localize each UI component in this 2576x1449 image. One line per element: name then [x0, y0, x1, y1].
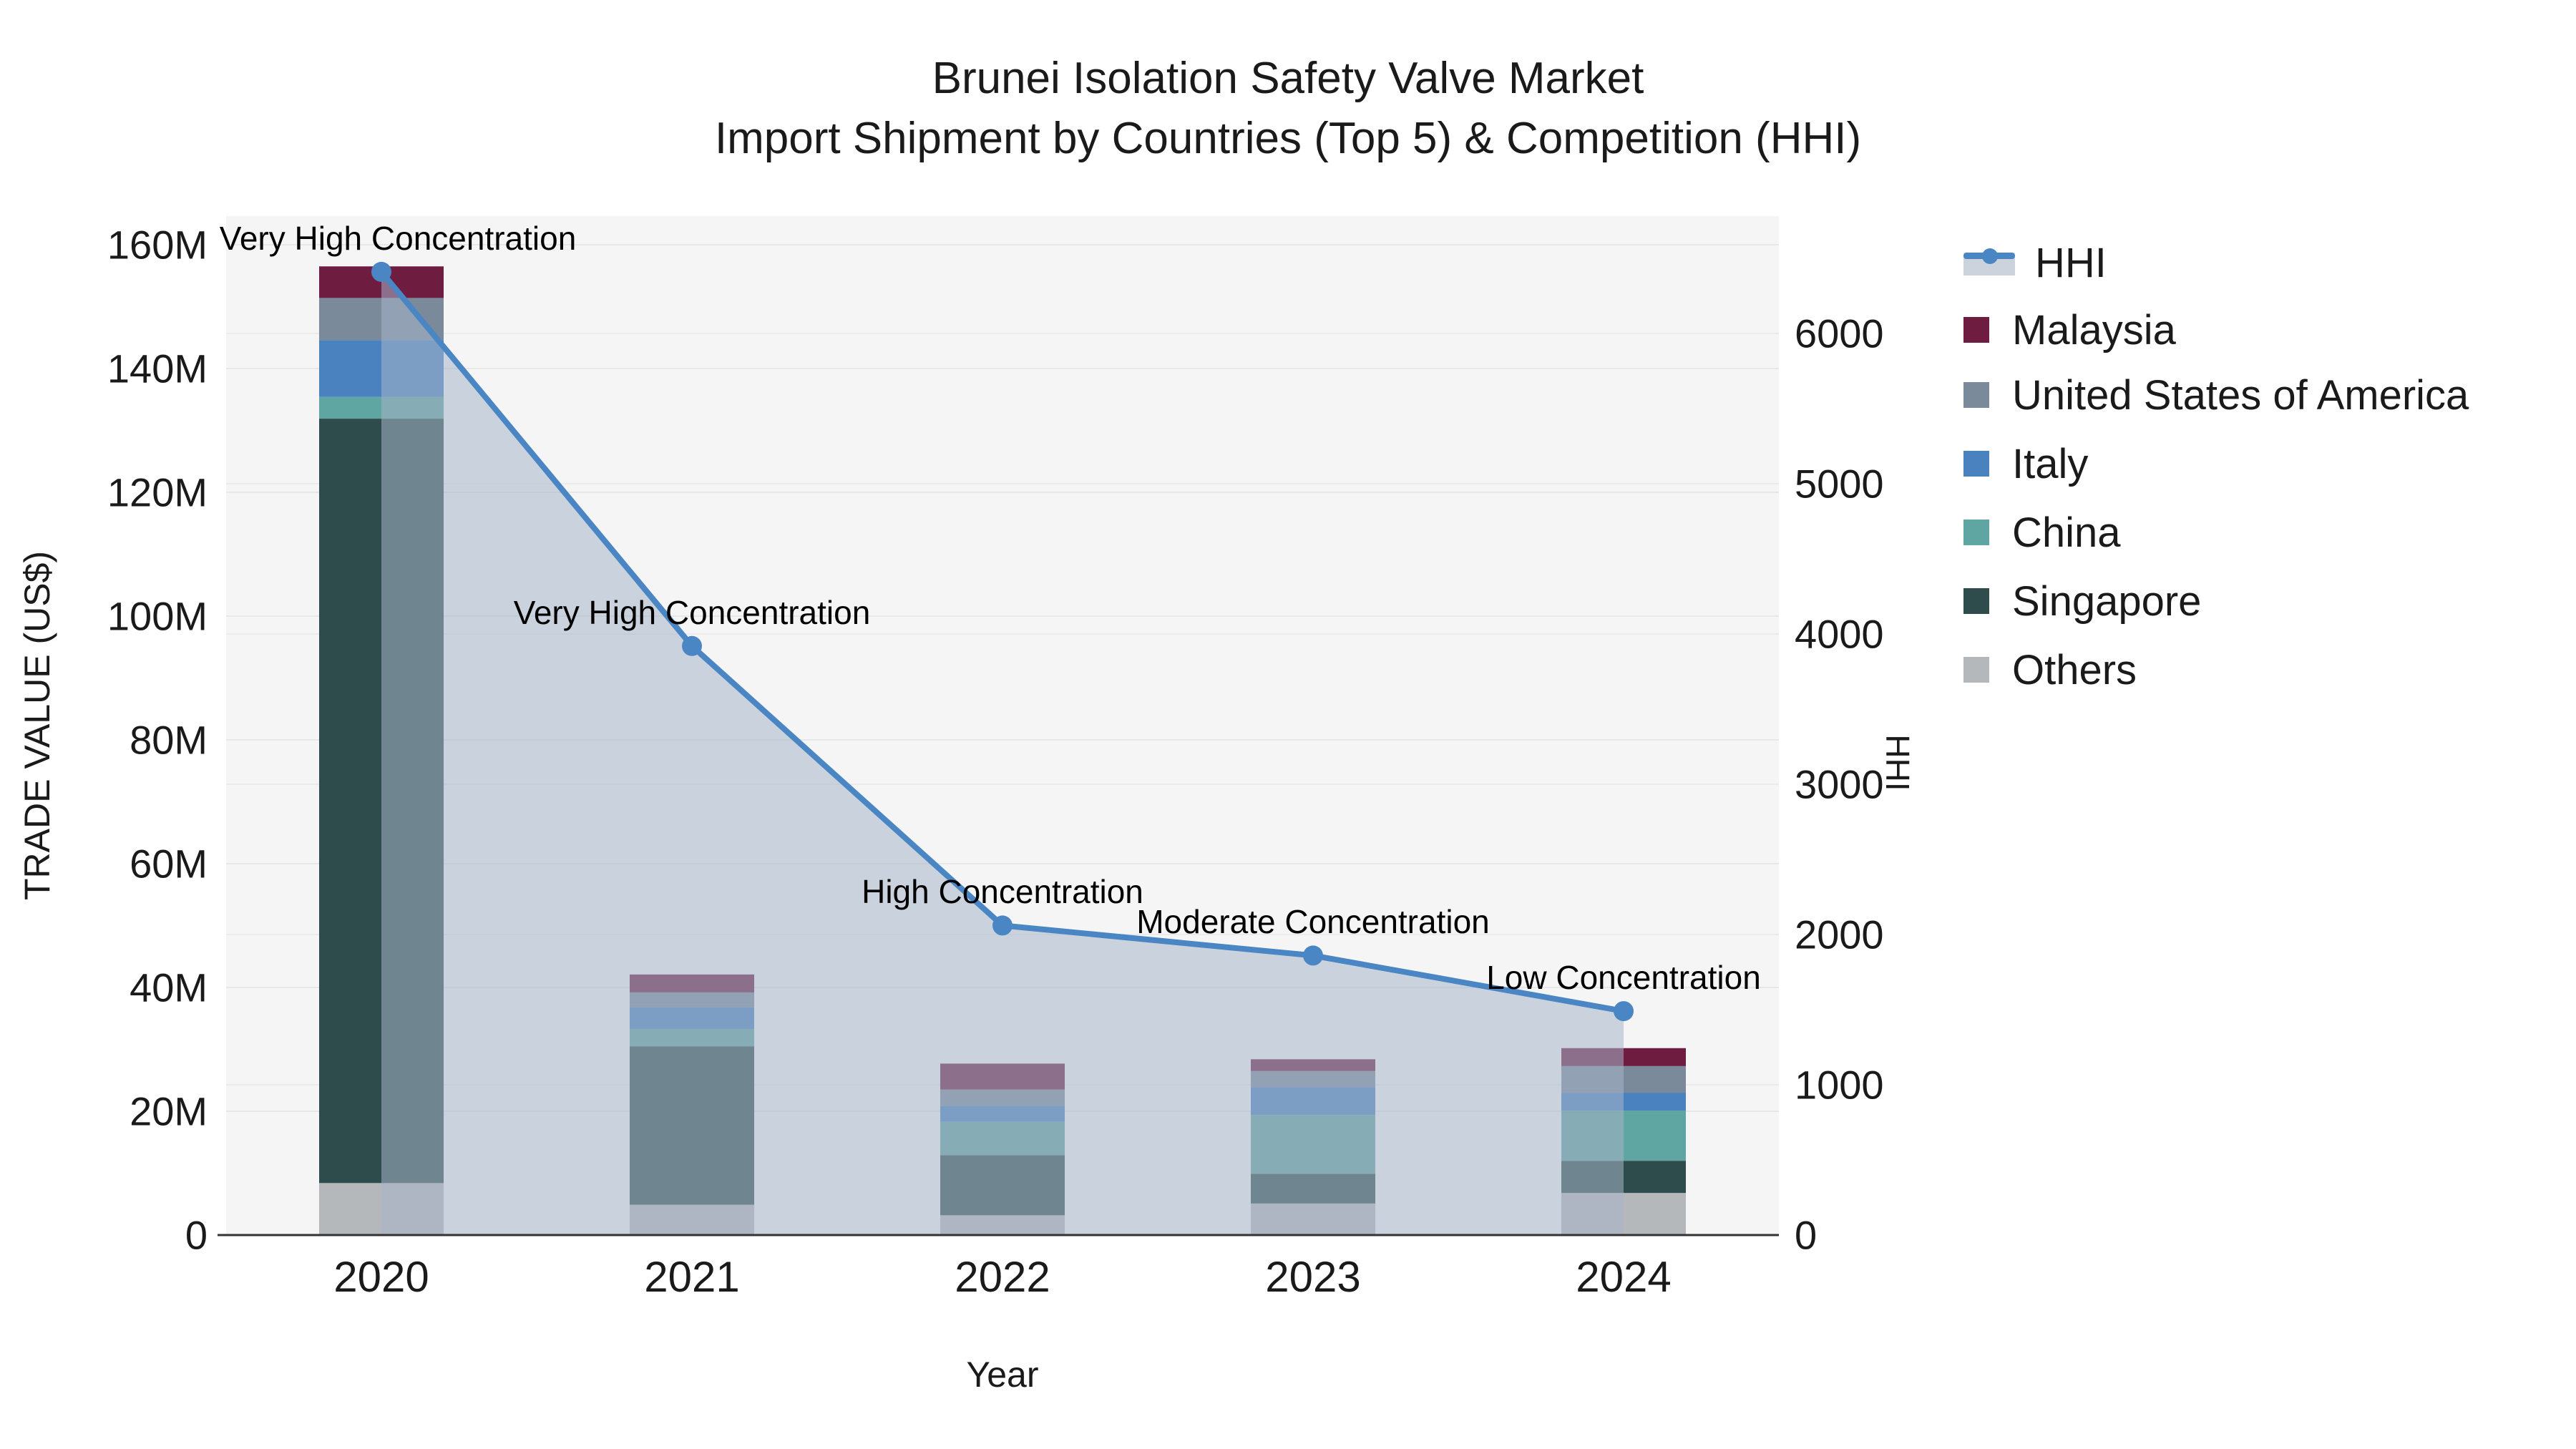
y-left-tick-label: 40M — [130, 965, 208, 1010]
y-left-tick-label: 20M — [130, 1088, 208, 1134]
legend-item-china[interactable]: China — [1963, 509, 2121, 556]
legend-swatch-icon — [1963, 588, 1989, 614]
x-tick-label: 2021 — [644, 1253, 740, 1301]
hhi-marker — [1614, 1001, 1634, 1022]
legend-label: Italy — [2012, 440, 2089, 487]
hhi-marker — [682, 635, 702, 656]
legend-swatch-icon — [1963, 519, 1989, 545]
hhi-annotation: Very High Concentration — [513, 593, 871, 631]
hhi-marker — [1303, 945, 1323, 966]
x-tick-label: 2022 — [955, 1253, 1050, 1301]
legend-swatch-icon — [1963, 317, 1989, 343]
y-right-tick-label: 5000 — [1795, 461, 1884, 507]
y-left-tick-label: 160M — [107, 222, 208, 268]
y-axis-left-title: TRADE VALUE (US$) — [17, 550, 57, 901]
hhi-annotation: High Concentration — [862, 873, 1143, 911]
y-right-tick-label: 0 — [1795, 1212, 1818, 1258]
hhi-annotation: Moderate Concentration — [1136, 903, 1490, 941]
x-axis-title: Year — [966, 1355, 1039, 1395]
x-tick-label: 2020 — [333, 1253, 429, 1301]
legend-label: Others — [2012, 646, 2137, 693]
y-right-tick-label: 1000 — [1795, 1062, 1884, 1108]
y-left-tick-label: 80M — [130, 717, 208, 763]
hhi-marker — [371, 261, 391, 282]
legend-item-italy[interactable]: Italy — [1963, 440, 2089, 487]
legend-label: HHI — [2035, 239, 2107, 286]
y-left-tick-label: 120M — [107, 469, 208, 515]
legend-item-malaysia[interactable]: Malaysia — [1963, 306, 2176, 353]
y-left-tick-label: 60M — [130, 841, 208, 887]
legend-item-singapore[interactable]: Singapore — [1963, 577, 2202, 625]
chart-title-line2: Import Shipment by Countries (Top 5) & C… — [714, 114, 1862, 163]
y-right-tick-label: 4000 — [1795, 611, 1884, 657]
y-right-tick-label: 6000 — [1795, 311, 1884, 356]
chart-title-line1: Brunei Isolation Safety Valve Market — [932, 54, 1644, 103]
legend-label: Malaysia — [2012, 306, 2176, 353]
hhi-annotation: Low Concentration — [1486, 959, 1761, 997]
hhi-marker — [992, 915, 1013, 936]
y-left-tick-label: 0 — [185, 1212, 208, 1258]
y-left-tick-label: 140M — [107, 346, 208, 391]
legend-label: China — [2012, 509, 2121, 556]
hhi-annotation: Very High Concentration — [219, 219, 577, 257]
hhi-line-sample-icon — [1963, 247, 2015, 278]
y-axis-right-title: HHI — [1879, 734, 1916, 791]
y-right-tick-label: 3000 — [1795, 761, 1884, 807]
y-left-tick-label: 100M — [107, 593, 208, 639]
x-tick-label: 2023 — [1265, 1253, 1361, 1301]
legend-item-hhi[interactable]: HHI — [1963, 239, 2107, 286]
legend-swatch-icon — [1963, 451, 1989, 477]
hhi-area — [381, 271, 1624, 1235]
legend-swatch-icon — [1963, 657, 1989, 683]
legend-item-united-states-of-america[interactable]: United States of America — [1963, 371, 2469, 419]
legend-swatch-icon — [1963, 382, 1989, 408]
legend-label: United States of America — [2012, 371, 2469, 419]
legend-item-others[interactable]: Others — [1963, 646, 2137, 693]
x-tick-label: 2024 — [1576, 1253, 1672, 1301]
legend-label: Singapore — [2012, 577, 2202, 625]
y-right-tick-label: 2000 — [1795, 912, 1884, 957]
